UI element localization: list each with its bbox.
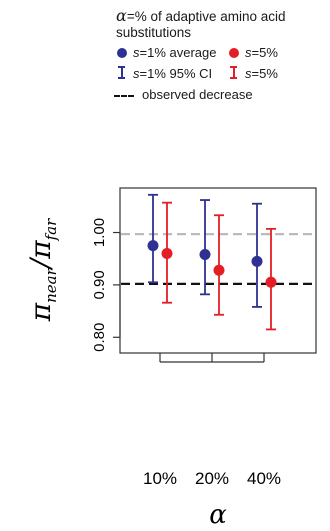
mean-point (251, 255, 263, 267)
x-tick-label: 10% (143, 469, 177, 488)
y-tick-label: 0.80 (91, 323, 108, 352)
legend-title: α=% of adaptive amino acid substitutions (116, 8, 326, 41)
legend-item-s5: s=5% (245, 45, 278, 60)
y-tick-label: 1.00 (91, 218, 108, 247)
legend-item-s1-average: s=1% average (133, 45, 217, 60)
y-tick-label: 0.90 (91, 270, 108, 299)
blue-dot-marker (117, 48, 127, 58)
red-errorbar-marker (230, 66, 237, 79)
legend-item-observed: observed decrease (142, 87, 253, 102)
legend-item-s1-ci: s=1% 95% CI (133, 66, 213, 81)
mean-point (213, 264, 225, 276)
mean-point (161, 247, 173, 259)
legend-title-text: =% of adaptive amino acid substitutions (116, 9, 286, 40)
mean-point (147, 240, 159, 252)
x-tick-label: 20% (195, 469, 229, 488)
alpha-symbol: α (116, 6, 127, 25)
blue-errorbar-marker (118, 66, 125, 79)
mean-point (265, 276, 277, 288)
x-tick-label: 40% (247, 469, 281, 488)
y-axis-label: πnear/πfar (24, 218, 60, 322)
legend: α=% of adaptive amino acid substitutions… (0, 0, 330, 110)
mean-point (199, 249, 211, 261)
dashed-line-marker (114, 95, 134, 97)
legend-item-s5-ci: s=5% (245, 66, 278, 81)
red-dot-marker (229, 48, 239, 58)
x-axis-label: α (209, 500, 227, 530)
